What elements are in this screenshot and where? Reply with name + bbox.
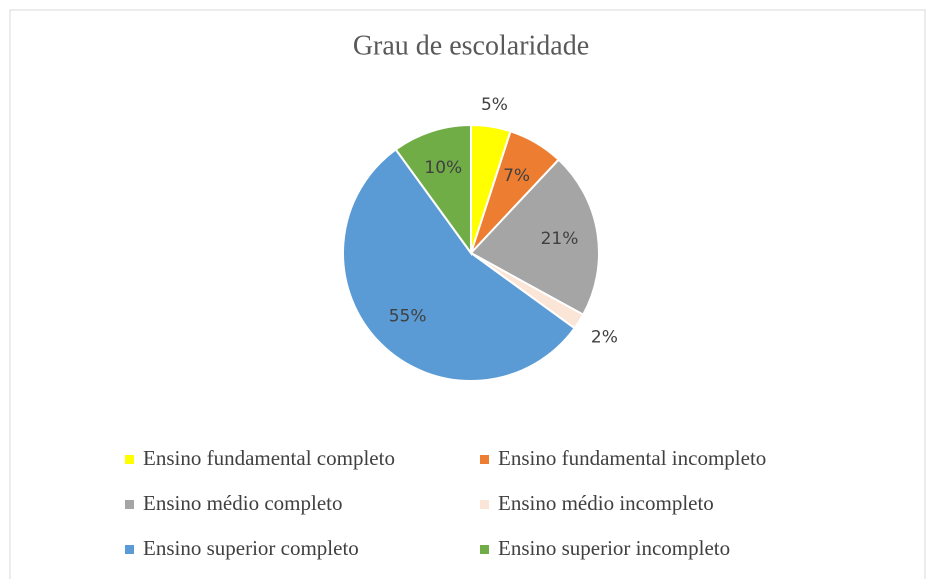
data-label: 7% (503, 166, 530, 186)
legend-label: Ensino fundamental incompleto (498, 446, 766, 470)
data-label: 5% (481, 95, 508, 115)
legend-label: Ensino superior incompleto (498, 536, 730, 560)
legend-swatch (125, 455, 134, 464)
legend-label: Ensino fundamental completo (143, 446, 395, 470)
data-label: 55% (389, 306, 427, 326)
legend-swatch (125, 545, 134, 554)
legend-swatch (480, 500, 489, 509)
legend-label: Ensino médio completo (143, 491, 342, 515)
data-label: 2% (591, 328, 618, 348)
legend-label: Ensino médio incompleto (498, 491, 714, 515)
pie-slice (469, 158, 600, 317)
legend-swatch (480, 545, 489, 554)
chart-title: Grau de escolaridade (353, 30, 589, 61)
legend-swatch (125, 500, 134, 509)
legend-swatch (480, 455, 489, 464)
pie-slice (394, 123, 472, 257)
pie-slice (342, 148, 576, 382)
data-label: 10% (424, 158, 462, 178)
data-label: 21% (541, 229, 579, 249)
legend-label: Ensino superior completo (143, 536, 359, 560)
